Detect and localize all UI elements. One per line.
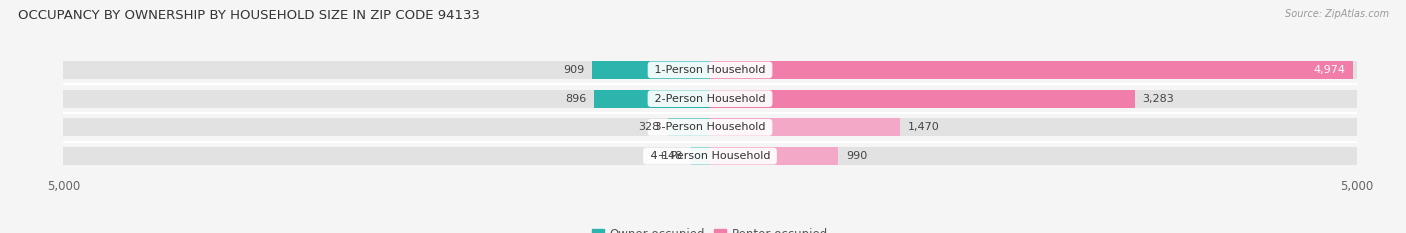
Bar: [690, 147, 710, 165]
Text: 148: 148: [662, 151, 683, 161]
Text: 2-Person Household: 2-Person Household: [651, 94, 769, 104]
Text: 328: 328: [638, 122, 659, 132]
Bar: [710, 147, 838, 165]
Text: 3,283: 3,283: [1143, 94, 1174, 104]
Bar: [63, 90, 1357, 108]
Legend: Owner-occupied, Renter-occupied: Owner-occupied, Renter-occupied: [586, 223, 834, 233]
Bar: [63, 61, 1357, 79]
Bar: [592, 61, 710, 79]
Text: 3-Person Household: 3-Person Household: [651, 122, 769, 132]
Bar: [710, 90, 1135, 108]
Text: 4,974: 4,974: [1313, 65, 1346, 75]
Text: 990: 990: [846, 151, 868, 161]
Text: 1-Person Household: 1-Person Household: [651, 65, 769, 75]
Bar: [710, 61, 1354, 79]
Text: 1,470: 1,470: [908, 122, 939, 132]
Text: Source: ZipAtlas.com: Source: ZipAtlas.com: [1285, 9, 1389, 19]
Text: 896: 896: [565, 94, 586, 104]
Bar: [668, 118, 710, 136]
Bar: [63, 147, 1357, 165]
Bar: [710, 118, 900, 136]
Bar: [595, 90, 710, 108]
Text: 4+ Person Household: 4+ Person Household: [647, 151, 773, 161]
Text: 909: 909: [564, 65, 585, 75]
Text: OCCUPANCY BY OWNERSHIP BY HOUSEHOLD SIZE IN ZIP CODE 94133: OCCUPANCY BY OWNERSHIP BY HOUSEHOLD SIZE…: [18, 9, 481, 22]
Bar: [63, 118, 1357, 136]
